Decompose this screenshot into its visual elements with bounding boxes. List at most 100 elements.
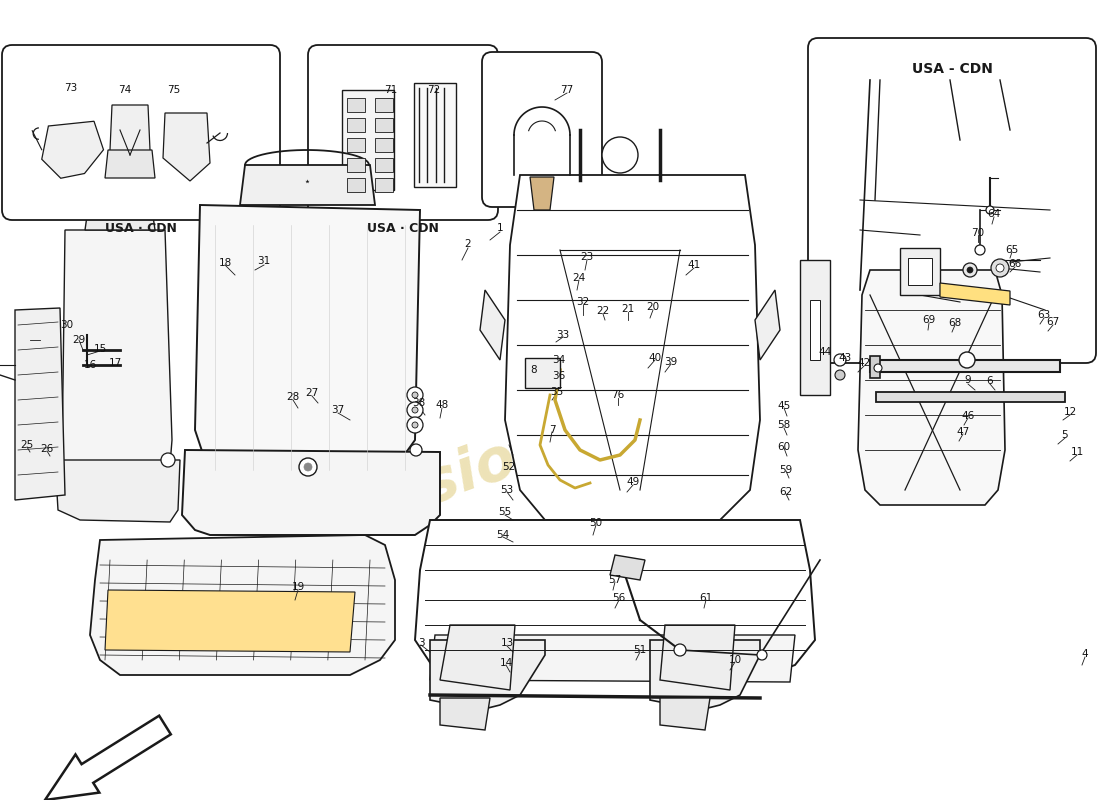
Text: 41: 41 xyxy=(688,260,701,270)
FancyBboxPatch shape xyxy=(482,52,602,207)
Circle shape xyxy=(412,422,418,428)
Polygon shape xyxy=(342,90,394,190)
Polygon shape xyxy=(876,392,1065,402)
Circle shape xyxy=(299,458,317,476)
Text: USA - CDN: USA - CDN xyxy=(912,62,992,76)
Polygon shape xyxy=(346,178,365,192)
Text: 73: 73 xyxy=(65,83,78,93)
FancyBboxPatch shape xyxy=(2,45,280,220)
Text: 58: 58 xyxy=(778,420,791,430)
Text: ⋆: ⋆ xyxy=(304,178,310,188)
Text: 62: 62 xyxy=(780,487,793,497)
Polygon shape xyxy=(346,118,365,132)
Polygon shape xyxy=(870,356,880,378)
Circle shape xyxy=(967,267,974,273)
Text: 12: 12 xyxy=(1064,407,1077,417)
Polygon shape xyxy=(163,113,210,181)
FancyBboxPatch shape xyxy=(308,45,498,220)
Text: 37: 37 xyxy=(331,405,344,415)
Polygon shape xyxy=(375,118,393,132)
Polygon shape xyxy=(505,175,760,520)
Polygon shape xyxy=(900,248,940,295)
Polygon shape xyxy=(810,300,820,360)
Text: 26: 26 xyxy=(41,444,54,454)
Text: 43: 43 xyxy=(838,353,851,363)
Text: 11: 11 xyxy=(1070,447,1084,457)
FancyBboxPatch shape xyxy=(808,38,1096,363)
Circle shape xyxy=(304,463,312,471)
Polygon shape xyxy=(375,98,393,112)
Text: USA · CDN: USA · CDN xyxy=(106,222,177,235)
Text: 38: 38 xyxy=(412,398,426,408)
Text: 6: 6 xyxy=(987,376,993,386)
Text: 10: 10 xyxy=(728,655,741,665)
Text: 69: 69 xyxy=(923,315,936,325)
Polygon shape xyxy=(104,150,155,178)
Text: 28: 28 xyxy=(286,392,299,402)
Polygon shape xyxy=(90,535,395,675)
Polygon shape xyxy=(858,270,1005,505)
Polygon shape xyxy=(755,290,780,360)
Text: 45: 45 xyxy=(778,401,791,411)
Text: 51: 51 xyxy=(634,645,647,655)
Polygon shape xyxy=(346,98,365,112)
Polygon shape xyxy=(530,177,554,210)
Text: 52: 52 xyxy=(503,462,516,472)
Text: 56: 56 xyxy=(613,593,626,603)
Polygon shape xyxy=(240,165,375,205)
Circle shape xyxy=(412,407,418,413)
Polygon shape xyxy=(440,698,490,730)
Text: 44: 44 xyxy=(818,347,832,357)
Text: 2: 2 xyxy=(464,239,471,249)
Text: 60: 60 xyxy=(778,442,791,452)
Text: 67: 67 xyxy=(1046,317,1059,327)
Polygon shape xyxy=(15,308,65,500)
Text: 25: 25 xyxy=(21,440,34,450)
Circle shape xyxy=(407,387,424,403)
Circle shape xyxy=(410,444,422,456)
Text: 63: 63 xyxy=(1037,310,1050,320)
Polygon shape xyxy=(346,138,365,152)
Polygon shape xyxy=(375,178,393,192)
Circle shape xyxy=(674,644,686,656)
Text: 7: 7 xyxy=(549,425,556,435)
Polygon shape xyxy=(660,698,710,730)
Text: 72: 72 xyxy=(428,85,441,95)
Text: 70: 70 xyxy=(971,228,984,238)
Text: USA · CDN: USA · CDN xyxy=(367,222,439,235)
Text: 19: 19 xyxy=(292,582,305,592)
Text: 22: 22 xyxy=(596,306,609,316)
Polygon shape xyxy=(430,640,544,710)
Circle shape xyxy=(834,354,846,366)
Polygon shape xyxy=(480,290,505,360)
Circle shape xyxy=(874,364,882,372)
Polygon shape xyxy=(415,520,815,680)
Polygon shape xyxy=(610,555,645,580)
Text: 46: 46 xyxy=(961,411,975,421)
Circle shape xyxy=(407,402,424,418)
Text: 9: 9 xyxy=(965,375,971,385)
Polygon shape xyxy=(660,625,735,690)
Text: 5: 5 xyxy=(1062,430,1068,440)
Text: 50: 50 xyxy=(590,518,603,528)
Circle shape xyxy=(407,417,424,433)
Text: 35: 35 xyxy=(550,387,563,397)
Polygon shape xyxy=(195,205,420,495)
Circle shape xyxy=(757,650,767,660)
Text: 64: 64 xyxy=(988,209,1001,219)
Text: 75: 75 xyxy=(167,85,180,95)
Text: 18: 18 xyxy=(219,258,232,268)
Text: 40: 40 xyxy=(648,353,661,363)
Polygon shape xyxy=(800,260,830,395)
Text: 61: 61 xyxy=(700,593,713,603)
Text: 1: 1 xyxy=(497,223,504,233)
Text: 48: 48 xyxy=(436,400,449,410)
Text: 39: 39 xyxy=(664,357,678,367)
Polygon shape xyxy=(430,635,795,682)
Polygon shape xyxy=(110,105,150,175)
Text: 36: 36 xyxy=(552,371,565,381)
Polygon shape xyxy=(104,590,355,652)
Circle shape xyxy=(996,264,1004,272)
Polygon shape xyxy=(940,283,1010,305)
Polygon shape xyxy=(414,83,456,187)
